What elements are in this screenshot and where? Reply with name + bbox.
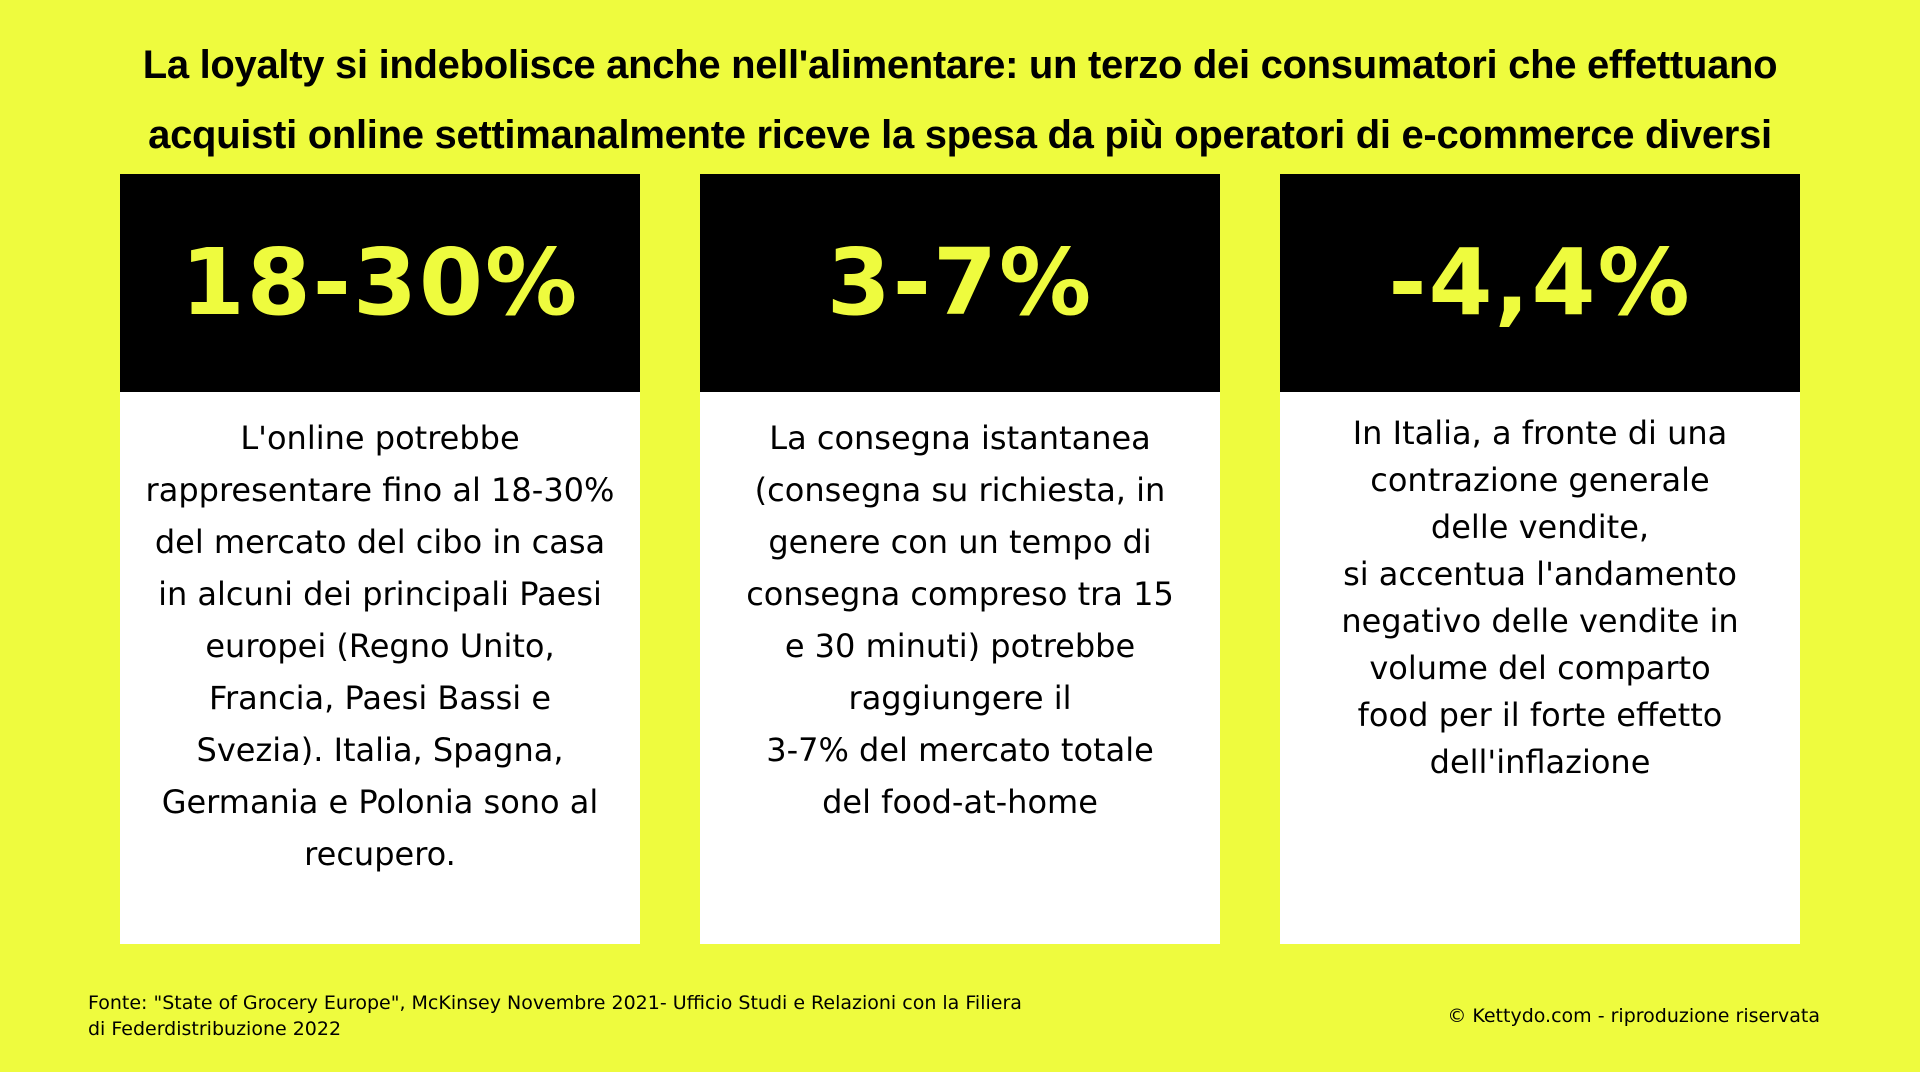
description-line: raggiungere il bbox=[848, 679, 1072, 717]
description-line: (consegna su richiesta, in bbox=[754, 471, 1166, 509]
source-line: di Federdistribuzione 2022 bbox=[88, 1018, 342, 1040]
stat-description: La consegna istantanea (consegna su rich… bbox=[700, 392, 1220, 828]
stat-card-header: -4,4% bbox=[1280, 174, 1800, 392]
description-line: volume del comparto bbox=[1369, 649, 1711, 687]
description-line: food per il forte effetto bbox=[1357, 696, 1723, 734]
stat-value: -4,4% bbox=[1388, 229, 1692, 336]
stat-card-online-market: 18-30% L'online potrebbe rappresentare f… bbox=[120, 174, 640, 944]
stat-card-italy-sales: -4,4% In Italia, a fronte di una contraz… bbox=[1280, 174, 1800, 944]
stat-value: 18-30% bbox=[180, 229, 580, 336]
description-line: consegna compreso tra 15 bbox=[746, 575, 1174, 613]
description-line: La consegna istantanea bbox=[769, 419, 1151, 457]
description-line: si accentua l'andamento bbox=[1343, 555, 1737, 593]
description-line: del mercato del cibo in casa bbox=[154, 523, 606, 561]
stat-description: In Italia, a fronte di una contrazione g… bbox=[1280, 392, 1800, 786]
stat-card-instant-delivery: 3-7% La consegna istantanea (consegna su… bbox=[700, 174, 1220, 944]
description-line: contrazione generale bbox=[1370, 461, 1710, 499]
description-line: Germania e Polonia sono al bbox=[161, 783, 599, 821]
description-line: in alcuni dei principali Paesi bbox=[158, 575, 602, 613]
description-line: genere con un tempo di bbox=[768, 523, 1152, 561]
description-line: del food-at-home bbox=[822, 783, 1098, 821]
description-line: L'online potrebbe bbox=[240, 419, 520, 457]
description-line: europei (Regno Unito, bbox=[205, 627, 555, 665]
description-line: 3-7% del mercato totale bbox=[766, 731, 1154, 769]
description-line: Francia, Paesi Bassi e bbox=[208, 679, 552, 717]
description-line: recupero. bbox=[304, 835, 456, 873]
description-line: negativo delle vendite in bbox=[1341, 602, 1739, 640]
stat-card-header: 3-7% bbox=[700, 174, 1220, 392]
stat-value: 3-7% bbox=[826, 229, 1094, 336]
source-note: Fonte: "State of Grocery Europe", McKins… bbox=[88, 990, 1022, 1042]
title-line: La loyalty si indebolisce anche nell'ali… bbox=[142, 43, 1778, 87]
page-title: La loyalty si indebolisce anche nell'ali… bbox=[40, 30, 1880, 170]
stat-card-header: 18-30% bbox=[120, 174, 640, 392]
description-line: In Italia, a fronte di una bbox=[1352, 414, 1728, 452]
description-line: delle vendite, bbox=[1430, 508, 1650, 546]
description-line: Svezia). Italia, Spagna, bbox=[196, 731, 564, 769]
description-line: e 30 minuti) potrebbe bbox=[784, 627, 1136, 665]
copyright-note: © Kettydo.com - riproduzione riservata bbox=[1447, 1005, 1820, 1027]
stat-description: L'online potrebbe rappresentare fino al … bbox=[120, 392, 640, 880]
source-line: Fonte: "State of Grocery Europe", McKins… bbox=[88, 992, 1022, 1014]
description-line: rappresentare fino al 18-30% bbox=[145, 471, 615, 509]
description-line: dell'inflazione bbox=[1429, 743, 1651, 781]
title-line: acquisti online settimanalmente riceve l… bbox=[148, 113, 1772, 157]
